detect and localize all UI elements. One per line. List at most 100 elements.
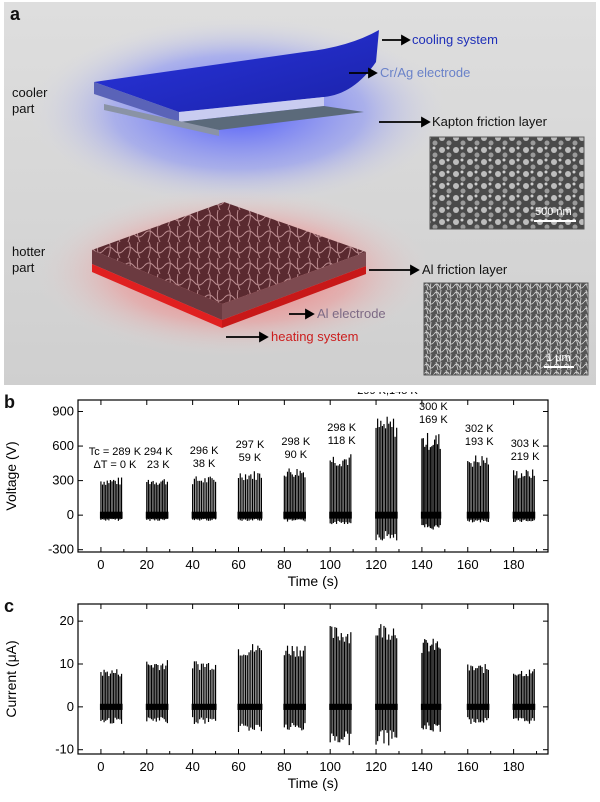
y-tick-label: 0 <box>67 699 74 714</box>
heating-system-label: heating system <box>271 329 359 344</box>
spike-group <box>145 660 169 724</box>
x-tick-label: 180 <box>503 557 525 572</box>
temperature-annotation: 303 K <box>511 438 540 450</box>
sem-image-al <box>423 282 589 376</box>
temperature-annotation: 299 K;145 K <box>357 392 418 397</box>
baseline-band <box>466 511 490 519</box>
current-chart: 0 20 40 60 80 100 120 140 160 180 -10 0 10 20 Time (s)… <box>3 603 549 791</box>
scalebar-bottom-label: 1 μm <box>546 352 571 364</box>
spike-group <box>283 468 306 522</box>
x-tick-label: 0 <box>97 557 104 572</box>
baseline-band <box>420 703 442 710</box>
x-axis-label: Time (s) <box>288 573 339 589</box>
spike-group <box>375 624 398 746</box>
temperature-annotation: Tc = 289 K <box>89 446 142 458</box>
spike-group <box>237 644 263 732</box>
spike-group <box>420 638 442 732</box>
x-tick-label: 180 <box>503 759 525 774</box>
panel-letter-a: a <box>10 4 21 24</box>
delta-t-annotation: 193 K <box>465 436 494 448</box>
spike-group <box>466 455 490 523</box>
delta-t-annotation: 59 K <box>239 452 262 464</box>
spike-group <box>237 471 263 521</box>
x-tick-label: 20 <box>140 557 154 572</box>
baseline-band <box>466 703 490 710</box>
y-tick-label: 900 <box>52 404 74 419</box>
baseline-band <box>145 703 169 710</box>
baseline-band <box>329 703 352 710</box>
schematic-panel: a <box>4 2 596 385</box>
x-tick-label: 80 <box>277 759 291 774</box>
baseline-band <box>283 511 306 519</box>
cooler-part-label: cooler part <box>12 85 48 116</box>
heating-system-plate-side <box>222 266 366 328</box>
x-tick-label: 120 <box>365 557 387 572</box>
spike-group <box>329 626 352 746</box>
panel-letter-b: b <box>4 392 15 412</box>
temperature-annotation: 300 K <box>419 401 448 413</box>
kapton-layer <box>179 106 364 130</box>
spike-group <box>191 476 217 521</box>
hotter-plate-right-side <box>222 252 366 320</box>
baseline-band <box>191 511 217 519</box>
spike-group <box>99 669 123 724</box>
x-axis-label: Time (s) <box>288 775 339 791</box>
baseline-band <box>191 703 217 710</box>
temperature-annotation: 302 K <box>465 423 494 435</box>
y-axis-label: Voltage (V) <box>3 441 19 510</box>
y-tick-label: -10 <box>55 742 74 757</box>
plot-frame <box>77 399 549 553</box>
heating-system-plate <box>92 264 222 328</box>
cooler-plate-side <box>94 82 179 122</box>
y-tick-label: -300 <box>48 542 74 557</box>
delta-t-annotation: 118 K <box>328 435 357 447</box>
x-tick-label: 40 <box>185 759 199 774</box>
spike-group <box>329 454 352 525</box>
baseline-band <box>237 703 263 710</box>
spike-group <box>145 479 169 521</box>
x-tick-label: 120 <box>365 759 387 774</box>
delta-t-annotation: 90 K <box>284 449 307 461</box>
baseline-band <box>237 511 263 519</box>
x-tick-label: 160 <box>457 557 479 572</box>
y-tick-label: 300 <box>52 473 74 488</box>
spike-group <box>191 661 217 724</box>
delta-t-annotation: 38 K <box>193 458 216 470</box>
cooling-system-plate <box>94 30 379 112</box>
baseline-band <box>329 511 352 519</box>
spike-group <box>283 645 306 731</box>
hotter-plate-left-side <box>92 250 222 320</box>
x-tick-label: 160 <box>457 759 479 774</box>
baseline-band <box>512 511 536 519</box>
baseline-band <box>512 703 536 710</box>
x-tick-label: 100 <box>319 759 341 774</box>
hotter-part-label: hotter part <box>12 244 46 275</box>
al-friction-layer-label: Al friction layer <box>422 262 508 277</box>
cr-ag-electrode-label: Cr/Ag electrode <box>380 65 471 80</box>
delta-t-annotation: 169 K <box>419 414 448 426</box>
temperature-annotation: 296 K <box>190 445 219 457</box>
x-tick-label: 20 <box>140 759 154 774</box>
temperature-annotation: 298 K <box>327 422 356 434</box>
delta-t-annotation: 219 K <box>511 451 540 463</box>
x-tick-label: 60 <box>231 759 245 774</box>
panel-letter-c: c <box>4 596 15 616</box>
scalebar-top-label: 500 nm <box>535 206 572 218</box>
baseline-band <box>145 511 169 519</box>
device-illustration <box>29 17 589 376</box>
delta-t-annotation: 23 K <box>147 459 170 471</box>
al-friction-layer-surface <box>92 202 366 304</box>
x-tick-label: 40 <box>185 557 199 572</box>
spike-group <box>99 477 123 521</box>
x-tick-label: 140 <box>411 759 433 774</box>
baseline-band <box>99 703 123 710</box>
spike-group <box>420 432 442 530</box>
y-tick-label: 600 <box>52 438 74 453</box>
temperature-annotation: 298 K <box>281 436 310 448</box>
sem-image-kapton <box>429 136 585 230</box>
kapton-friction-layer-label: Kapton friction layer <box>432 114 547 129</box>
cr-ag-electrode-layer <box>179 97 324 122</box>
x-tick-label: 0 <box>97 759 104 774</box>
spike-group <box>466 664 490 724</box>
kapton-side <box>104 104 219 136</box>
